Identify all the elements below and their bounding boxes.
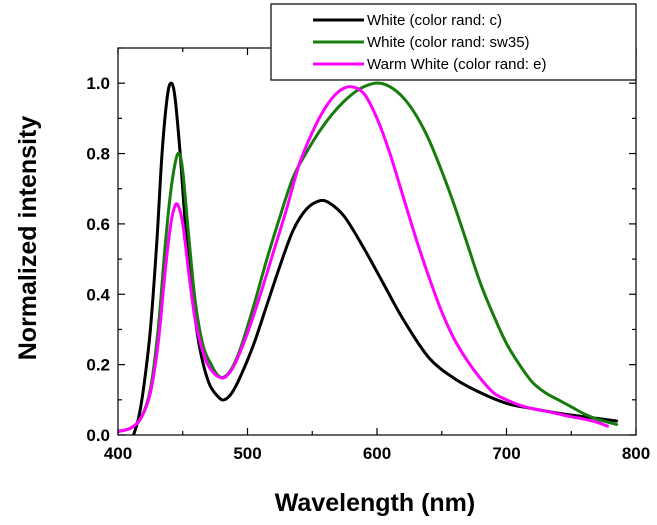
x-tick-label: 500	[233, 444, 261, 463]
y-tick-label: 1.0	[86, 74, 110, 93]
y-tick-label: 0.4	[86, 285, 110, 304]
series-line-1	[132, 81, 619, 435]
series-line-3	[118, 85, 610, 433]
x-axis-title: Wavelength (nm)	[275, 489, 475, 517]
legend-label-2: White (color rand: sw35)	[367, 34, 530, 51]
x-tick-label: 700	[492, 444, 520, 463]
legend: White (color rand: c) White (color rand: …	[270, 3, 637, 81]
legend-label-3: Warm White (color rand: e)	[367, 56, 546, 73]
y-tick-label: 0.2	[86, 356, 110, 375]
legend-label-1: White (color rand: c)	[367, 12, 502, 29]
y-tick-label: 0.0	[86, 426, 110, 445]
series-line-2	[118, 81, 619, 433]
x-tick-label: 400	[104, 444, 132, 463]
y-tick-label: 0.6	[86, 215, 110, 234]
x-tick-label: 800	[622, 444, 650, 463]
x-tick-label: 600	[363, 444, 391, 463]
y-axis-title: Normalized intensity	[14, 116, 42, 361]
series-lines	[118, 81, 619, 435]
plot-area	[117, 47, 637, 436]
y-tick-label: 0.8	[86, 145, 110, 164]
tick-labels: 400 500 600 700 800 0.0 0.2 0.4 0.6 0.8 1.0	[86, 74, 650, 463]
